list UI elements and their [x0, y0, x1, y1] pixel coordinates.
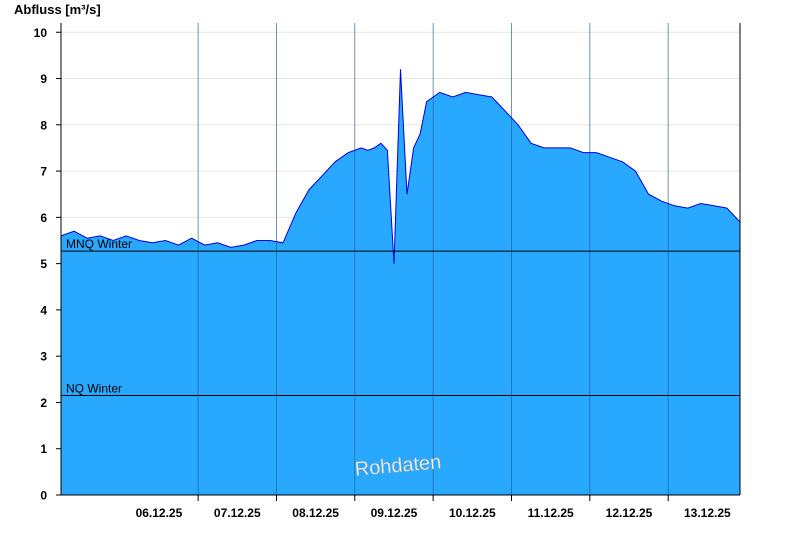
y-tick-label: 4	[40, 303, 47, 317]
y-axis-label: Abfluss [m³/s]	[14, 2, 101, 17]
y-tick-label: 2	[40, 396, 47, 410]
x-tick-label: 06.12.25	[136, 506, 183, 520]
discharge-line	[60, 69, 741, 264]
x-tick-label: 08.12.25	[292, 506, 339, 520]
x-tick-label: 13.12.25	[684, 506, 731, 520]
y-tick-label: 7	[40, 165, 47, 179]
y-tick-label: 9	[40, 72, 47, 86]
y-tick-label: 0	[40, 489, 47, 503]
y-tick-label: 5	[40, 257, 47, 271]
x-tick-label: 10.12.25	[449, 506, 496, 520]
y-tick-label: 3	[40, 350, 47, 364]
reference-line-label: NQ Winter	[66, 382, 122, 396]
y-tick-label: 1	[40, 442, 47, 456]
reference-lines: MNQ Winter NQ Winter	[61, 237, 740, 397]
reference-line-label: MNQ Winter	[66, 237, 132, 251]
x-tick-label: 07.12.25	[214, 506, 261, 520]
y-tick-label: 10	[34, 26, 48, 40]
x-tick-label: 11.12.25	[528, 506, 574, 520]
y-tick-label: 8	[40, 118, 47, 132]
axes: 06.12.25 07.12.25 08.12.25 09.12.25 10.12.25…	[34, 23, 741, 520]
discharge-area	[61, 69, 740, 496]
x-tick-label: 12.12.25	[606, 506, 653, 520]
x-tick-label: 09.12.25	[371, 506, 418, 520]
y-tick-label: 6	[40, 211, 47, 225]
day-separators	[197, 23, 669, 495]
